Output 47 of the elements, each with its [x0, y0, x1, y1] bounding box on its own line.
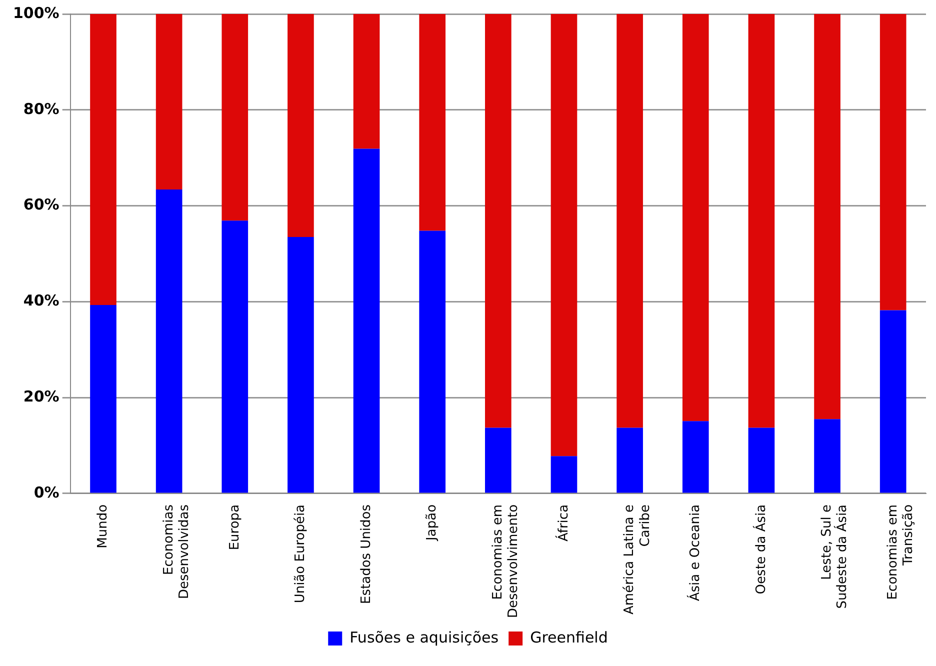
x-tick-label: União Européia [293, 504, 308, 604]
bar [419, 230, 446, 493]
x-tick-label: África [554, 504, 572, 542]
bar [616, 14, 643, 428]
bar [748, 428, 775, 493]
x-tick-label: Economias Desenvolvidas [161, 504, 192, 600]
bar [222, 220, 248, 493]
x-tick-label: Leste, Sul e Sudeste da Ásia [820, 504, 850, 609]
bar [90, 14, 116, 306]
x-tick-label: Economias em Transição [885, 504, 916, 600]
bar [616, 428, 643, 493]
bar [156, 14, 182, 190]
bar [814, 419, 840, 493]
bar [814, 14, 840, 420]
bar [485, 428, 512, 493]
bar [288, 14, 314, 237]
y-tick-label: 80% [23, 100, 60, 118]
bar [880, 310, 906, 493]
x-tick-label: América Latina e Caribe [622, 504, 653, 614]
bar [485, 14, 512, 428]
bar [880, 14, 906, 310]
x-tick-label: Mundo [96, 504, 111, 548]
legend-label: Fusões e aquisições [350, 628, 499, 646]
bar [222, 14, 248, 221]
y-tick-label: 20% [23, 387, 60, 406]
x-tick-label: Europa [227, 504, 242, 550]
bar [288, 236, 314, 493]
y-tick-label: 0% [34, 483, 60, 502]
x-tick-label: Oeste da Ásia [752, 504, 769, 594]
bar [353, 14, 380, 149]
x-tick-label: Ásia e Oceania [686, 504, 704, 602]
bar [353, 148, 380, 493]
y-tick-label: 40% [23, 292, 60, 310]
x-tick-label: Estados Unidos [358, 504, 374, 604]
x-tick-label: Economias em Desenvolvimento [490, 504, 522, 618]
bar [682, 14, 709, 422]
bar [748, 14, 775, 428]
bar [419, 14, 446, 231]
bar [550, 456, 578, 493]
bar [682, 421, 709, 493]
y-tick-label: 60% [23, 196, 60, 214]
bar [550, 14, 578, 456]
legend-label: Greenfield [530, 628, 608, 646]
y-tick-label: 100% [12, 4, 60, 22]
x-tick-label: Japão [424, 504, 440, 542]
bar [156, 189, 182, 493]
bar [90, 305, 116, 493]
